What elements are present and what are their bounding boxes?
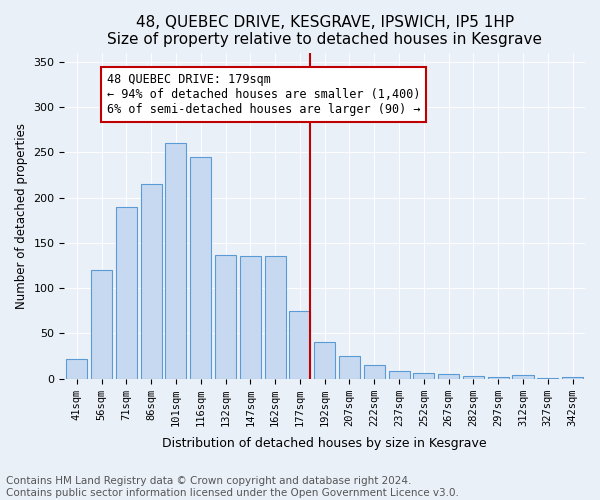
Bar bbox=[463, 376, 484, 378]
Bar bbox=[512, 375, 533, 378]
Bar bbox=[66, 358, 88, 378]
Bar bbox=[116, 206, 137, 378]
Bar bbox=[166, 144, 187, 378]
Bar bbox=[91, 270, 112, 378]
Bar bbox=[562, 377, 583, 378]
Bar bbox=[339, 356, 360, 378]
Bar bbox=[265, 256, 286, 378]
Text: Contains HM Land Registry data © Crown copyright and database right 2024.
Contai: Contains HM Land Registry data © Crown c… bbox=[6, 476, 459, 498]
Bar bbox=[314, 342, 335, 378]
Bar bbox=[140, 184, 162, 378]
Bar bbox=[364, 365, 385, 378]
Title: 48, QUEBEC DRIVE, KESGRAVE, IPSWICH, IP5 1HP
Size of property relative to detach: 48, QUEBEC DRIVE, KESGRAVE, IPSWICH, IP5… bbox=[107, 15, 542, 48]
Bar bbox=[389, 370, 410, 378]
Text: 48 QUEBEC DRIVE: 179sqm
← 94% of detached houses are smaller (1,400)
6% of semi-: 48 QUEBEC DRIVE: 179sqm ← 94% of detache… bbox=[107, 72, 420, 116]
Bar bbox=[488, 377, 509, 378]
Bar bbox=[413, 373, 434, 378]
Y-axis label: Number of detached properties: Number of detached properties bbox=[15, 122, 28, 308]
Bar bbox=[215, 254, 236, 378]
Bar bbox=[240, 256, 261, 378]
Bar bbox=[289, 311, 310, 378]
Bar bbox=[438, 374, 459, 378]
Bar bbox=[190, 157, 211, 378]
X-axis label: Distribution of detached houses by size in Kesgrave: Distribution of detached houses by size … bbox=[163, 437, 487, 450]
